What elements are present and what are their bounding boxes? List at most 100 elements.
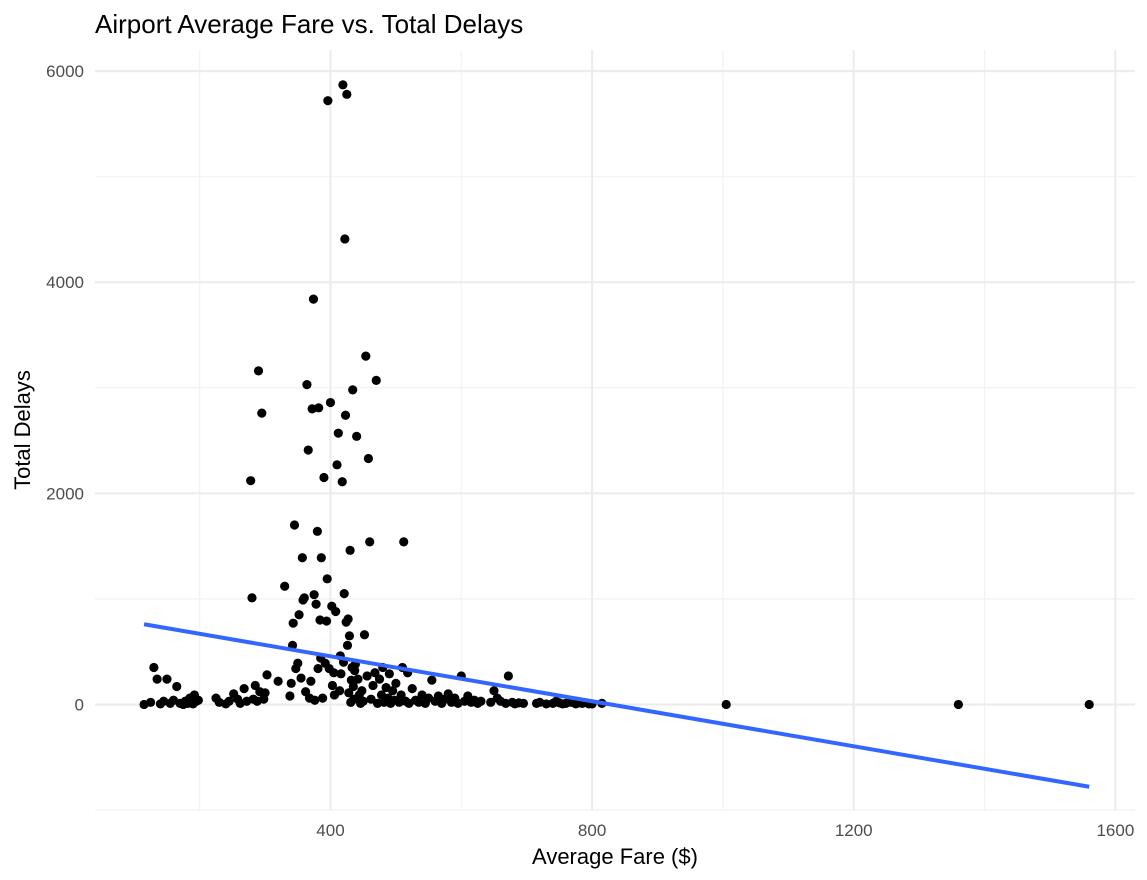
data-point — [333, 428, 343, 438]
data-point — [322, 574, 332, 584]
data-point — [361, 351, 371, 361]
data-point — [374, 674, 385, 684]
x-axis-title: Average Fare ($) — [532, 844, 698, 869]
data-point — [368, 680, 378, 691]
data-point — [357, 686, 367, 696]
x-axis-ticks: 400 800 1200 1600 — [316, 821, 1134, 840]
data-point — [289, 520, 300, 530]
data-point — [288, 618, 298, 628]
data-point — [343, 614, 353, 624]
data-point — [518, 698, 529, 708]
chart-title: Airport Average Fare vs. Total Delays — [95, 9, 523, 39]
data-point — [486, 697, 496, 707]
data-point — [239, 684, 249, 694]
data-point — [145, 697, 156, 707]
data-point — [489, 686, 499, 696]
data-point — [193, 695, 203, 705]
data-point — [296, 673, 306, 683]
y-tick-label: 4000 — [46, 273, 84, 292]
data-point — [348, 681, 358, 692]
data-point — [345, 545, 355, 555]
data-point — [327, 680, 338, 691]
data-point — [503, 671, 513, 681]
data-point — [391, 678, 401, 688]
data-point — [335, 686, 345, 696]
data-point — [332, 460, 342, 470]
data-point — [366, 694, 376, 704]
data-point — [348, 385, 358, 395]
data-point — [302, 380, 312, 390]
data-point — [250, 680, 260, 691]
data-point — [297, 553, 307, 563]
data-point — [321, 616, 332, 626]
data-points — [139, 80, 1094, 710]
data-point — [306, 676, 316, 686]
data-point — [427, 675, 437, 685]
data-point — [253, 366, 264, 376]
data-point — [476, 696, 486, 706]
data-point — [325, 397, 336, 408]
data-point — [247, 593, 257, 603]
x-tick-label: 1200 — [835, 821, 873, 840]
data-point — [365, 537, 375, 547]
data-point — [246, 476, 256, 486]
y-tick-label: 2000 — [46, 484, 84, 503]
data-point — [953, 699, 963, 710]
data-point — [260, 688, 270, 698]
data-point — [293, 658, 303, 668]
data-point — [224, 696, 234, 706]
data-point — [149, 662, 159, 673]
trend-line — [143, 622, 1090, 789]
data-point — [314, 403, 324, 413]
data-point — [152, 674, 162, 684]
data-point — [371, 375, 381, 385]
data-point — [257, 408, 267, 418]
data-point — [311, 599, 321, 609]
x-tick-label: 1600 — [1096, 821, 1134, 840]
data-point — [338, 80, 348, 90]
data-point — [1084, 699, 1094, 710]
data-point — [303, 445, 313, 455]
data-point — [309, 590, 319, 600]
data-point — [443, 689, 453, 699]
data-point — [280, 581, 290, 591]
data-point — [344, 688, 354, 698]
data-point — [362, 671, 372, 681]
y-tick-label: 0 — [75, 695, 84, 714]
y-axis-ticks: 0 2000 4000 6000 — [46, 62, 84, 714]
data-point — [286, 678, 296, 688]
data-point — [342, 89, 352, 99]
data-point — [329, 668, 339, 678]
data-point — [285, 691, 295, 701]
data-point — [339, 589, 349, 599]
data-point — [313, 663, 323, 674]
data-point — [721, 699, 731, 710]
data-point — [388, 686, 398, 696]
data-point — [359, 630, 370, 640]
data-point — [337, 477, 347, 487]
data-point — [162, 674, 172, 684]
trend-line-group — [143, 622, 1090, 789]
data-point — [353, 674, 363, 684]
data-point — [370, 668, 380, 678]
data-point — [294, 610, 304, 620]
data-point — [336, 669, 346, 679]
data-point — [319, 472, 329, 483]
data-point — [312, 526, 322, 536]
data-point — [316, 553, 326, 563]
data-point — [344, 631, 355, 641]
data-point — [331, 606, 341, 617]
data-point — [363, 453, 374, 464]
data-point — [273, 676, 283, 686]
data-point — [340, 234, 350, 244]
y-axis-title: Total Delays — [10, 370, 35, 490]
data-point — [340, 410, 351, 420]
data-point — [407, 684, 417, 694]
data-point — [262, 670, 272, 680]
data-point — [318, 693, 328, 703]
data-point — [396, 690, 406, 700]
data-point — [384, 669, 394, 679]
y-tick-label: 6000 — [46, 62, 84, 81]
x-tick-label: 400 — [316, 821, 344, 840]
